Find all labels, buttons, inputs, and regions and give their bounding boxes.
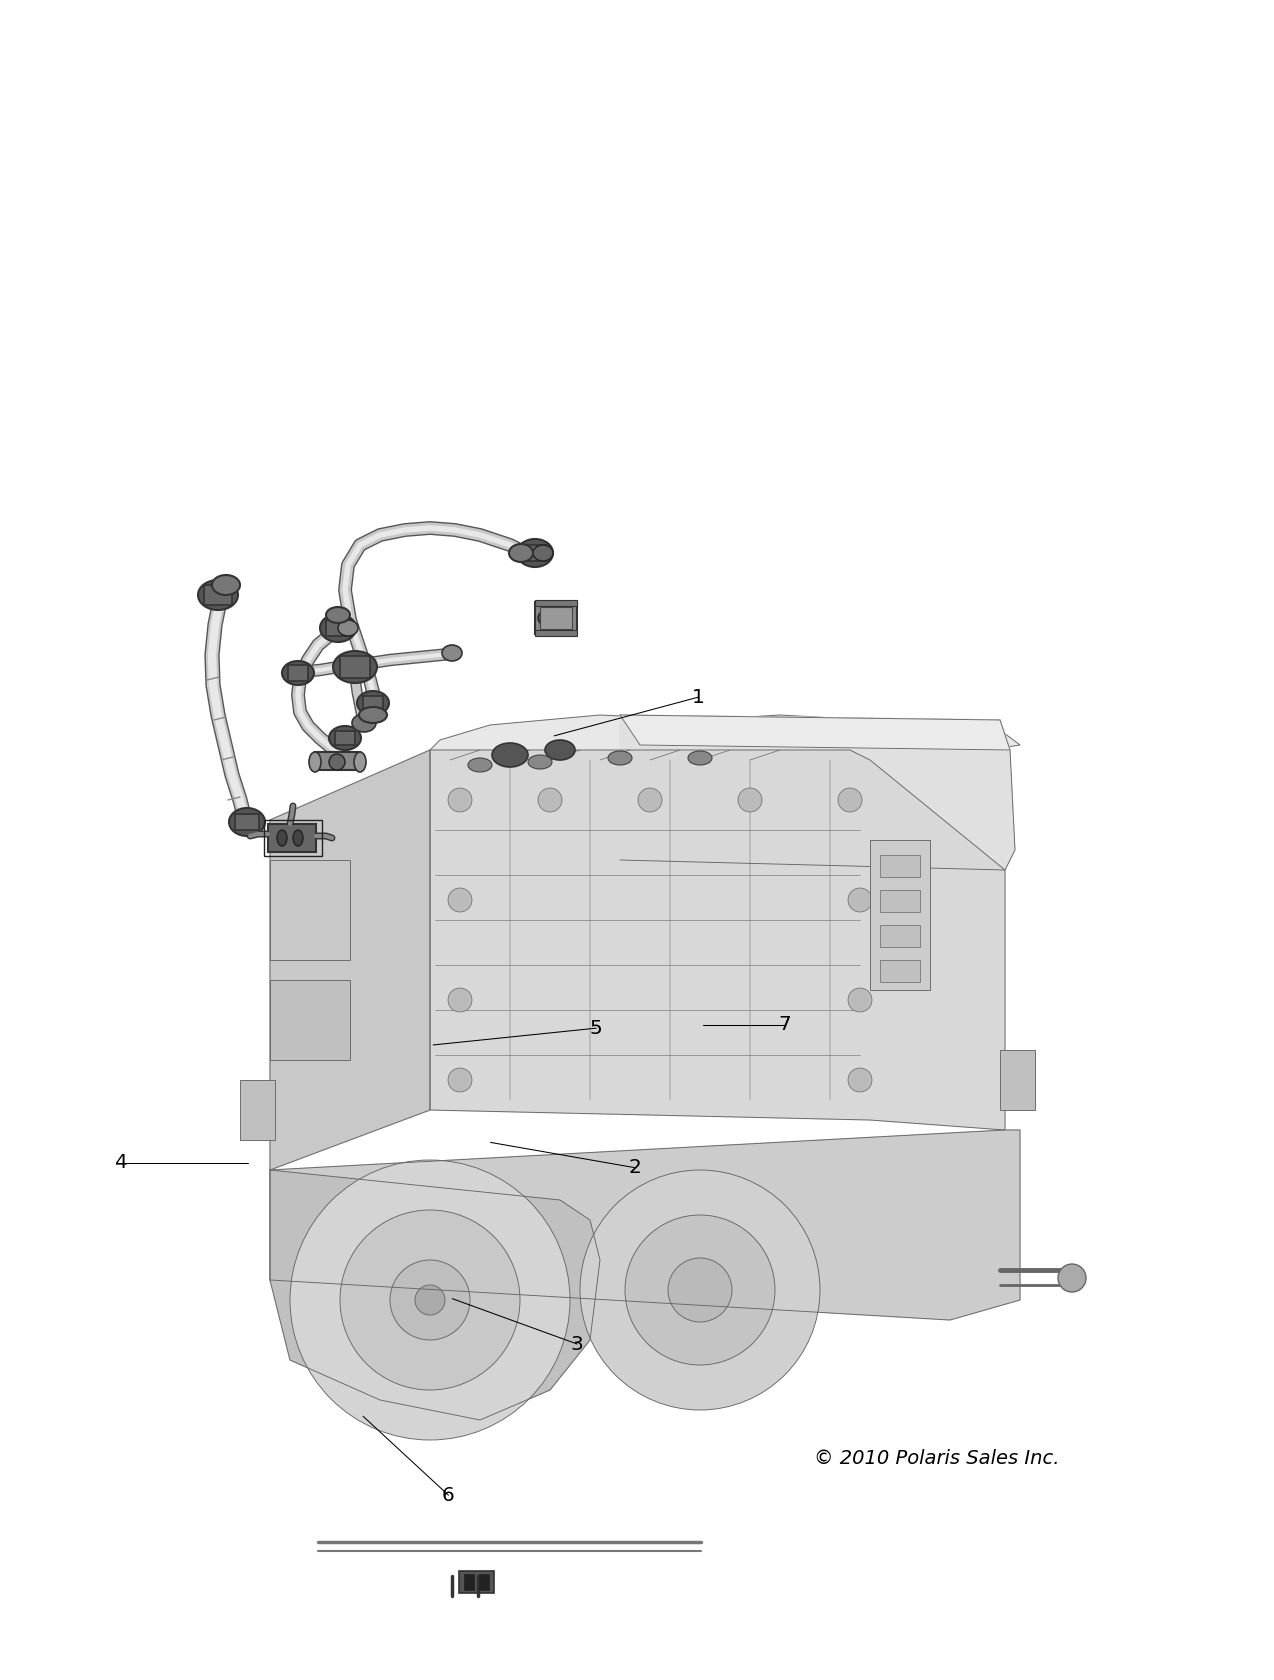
- Ellipse shape: [359, 707, 387, 722]
- Ellipse shape: [320, 613, 355, 642]
- Polygon shape: [431, 716, 1020, 769]
- Bar: [264, 820, 322, 857]
- Ellipse shape: [448, 889, 471, 912]
- Polygon shape: [620, 716, 1010, 749]
- Ellipse shape: [517, 539, 553, 568]
- Ellipse shape: [415, 1285, 445, 1315]
- Bar: [270, 979, 350, 1060]
- Text: 2: 2: [628, 1158, 641, 1178]
- Ellipse shape: [626, 1215, 775, 1366]
- Ellipse shape: [340, 1210, 520, 1389]
- Text: 1: 1: [692, 687, 705, 707]
- Text: 6: 6: [442, 1485, 455, 1505]
- Bar: [335, 731, 355, 744]
- Bar: [880, 926, 920, 948]
- Ellipse shape: [329, 754, 345, 769]
- Bar: [535, 600, 577, 606]
- Bar: [464, 1574, 474, 1589]
- Bar: [234, 815, 259, 830]
- Ellipse shape: [352, 714, 376, 732]
- Bar: [204, 585, 232, 605]
- Bar: [326, 620, 350, 637]
- Bar: [1000, 1050, 1034, 1110]
- Ellipse shape: [638, 788, 662, 811]
- Ellipse shape: [580, 1169, 820, 1410]
- Ellipse shape: [558, 612, 572, 625]
- Ellipse shape: [211, 575, 240, 595]
- Ellipse shape: [390, 1260, 470, 1341]
- Ellipse shape: [282, 660, 313, 685]
- Ellipse shape: [545, 739, 575, 759]
- Ellipse shape: [276, 830, 287, 847]
- Ellipse shape: [290, 1159, 569, 1440]
- Text: 7: 7: [778, 1015, 791, 1035]
- Bar: [479, 1574, 489, 1589]
- Ellipse shape: [229, 808, 265, 837]
- Ellipse shape: [326, 606, 350, 623]
- Polygon shape: [620, 716, 1015, 870]
- Polygon shape: [270, 1169, 600, 1420]
- Bar: [459, 1571, 493, 1593]
- Ellipse shape: [492, 743, 527, 768]
- Ellipse shape: [738, 788, 762, 811]
- Ellipse shape: [448, 988, 471, 1011]
- Ellipse shape: [338, 620, 358, 637]
- Ellipse shape: [329, 726, 361, 749]
- Bar: [363, 696, 383, 711]
- Ellipse shape: [848, 988, 871, 1011]
- Ellipse shape: [448, 1068, 471, 1092]
- Bar: [524, 544, 547, 561]
- Ellipse shape: [848, 889, 871, 912]
- Text: 5: 5: [590, 1018, 603, 1038]
- Ellipse shape: [442, 645, 462, 660]
- Polygon shape: [431, 749, 1005, 1131]
- Ellipse shape: [468, 758, 492, 773]
- Ellipse shape: [688, 751, 712, 764]
- Ellipse shape: [333, 650, 377, 684]
- Text: © 2010 Polaris Sales Inc.: © 2010 Polaris Sales Inc.: [814, 1448, 1059, 1468]
- Ellipse shape: [527, 754, 552, 769]
- Bar: [340, 655, 369, 679]
- Polygon shape: [270, 749, 431, 1169]
- Bar: [880, 855, 920, 877]
- Ellipse shape: [354, 753, 366, 773]
- Text: 3: 3: [571, 1334, 583, 1354]
- Bar: [270, 860, 350, 959]
- Text: 4: 4: [115, 1152, 127, 1173]
- Ellipse shape: [197, 580, 238, 610]
- Bar: [870, 840, 930, 990]
- Bar: [540, 606, 572, 628]
- Bar: [880, 959, 920, 983]
- Ellipse shape: [668, 1258, 733, 1322]
- Ellipse shape: [538, 788, 562, 811]
- Ellipse shape: [538, 612, 552, 625]
- Ellipse shape: [510, 544, 533, 563]
- Bar: [535, 601, 577, 633]
- Ellipse shape: [293, 830, 303, 847]
- Bar: [535, 630, 577, 637]
- Ellipse shape: [1057, 1263, 1085, 1292]
- Bar: [268, 823, 316, 852]
- Bar: [315, 753, 361, 769]
- Ellipse shape: [838, 788, 862, 811]
- Ellipse shape: [357, 690, 389, 716]
- Ellipse shape: [533, 544, 553, 561]
- Bar: [288, 665, 308, 680]
- Bar: [240, 1080, 275, 1141]
- Bar: [880, 890, 920, 912]
- Ellipse shape: [448, 788, 471, 811]
- Ellipse shape: [848, 1068, 871, 1092]
- Ellipse shape: [310, 753, 321, 773]
- Ellipse shape: [608, 751, 632, 764]
- Polygon shape: [270, 1131, 1020, 1320]
